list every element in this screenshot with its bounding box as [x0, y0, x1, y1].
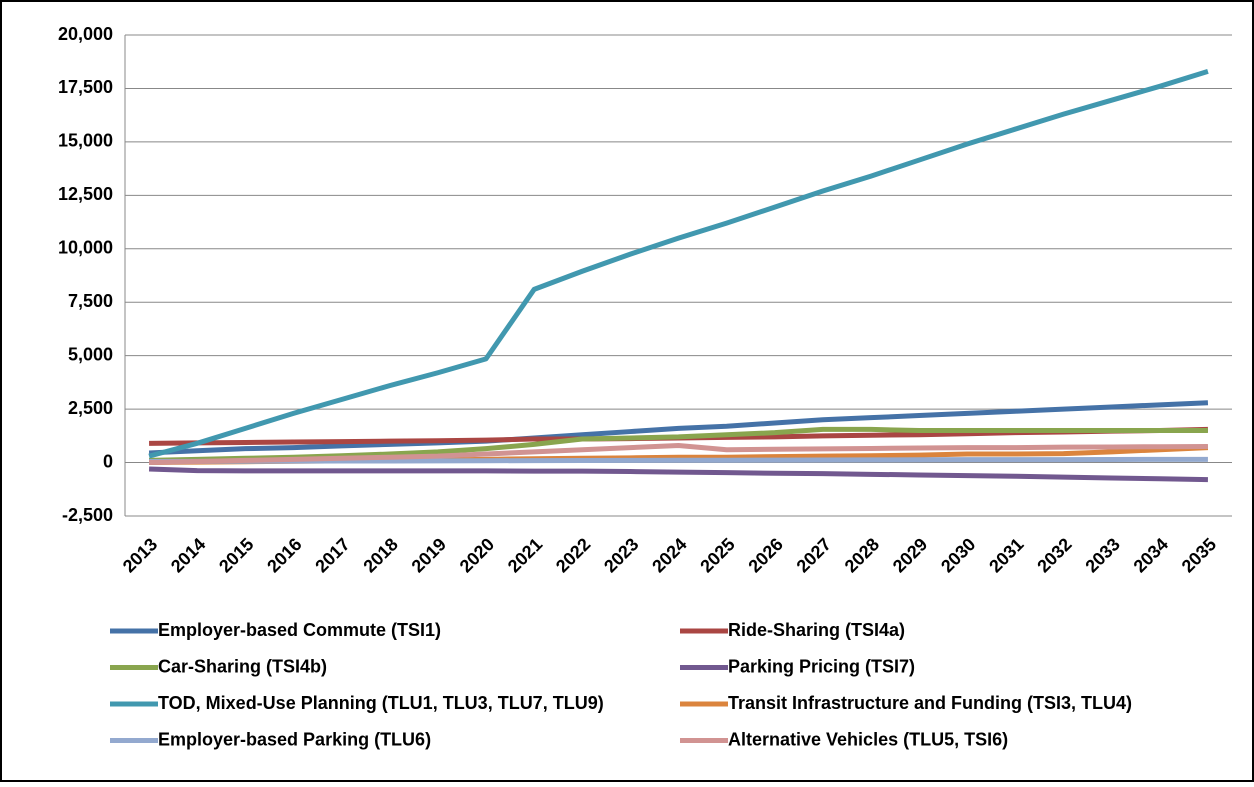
- legend-label: Employer-based Parking (TLU6): [158, 729, 431, 749]
- y-tick-label: 10,000: [58, 238, 113, 258]
- y-tick-label: 20,000: [58, 24, 113, 44]
- y-tick-label: 0: [103, 451, 113, 471]
- legend-label: Parking Pricing (TSI7): [728, 656, 915, 676]
- y-tick-label: 17,500: [58, 77, 113, 97]
- legend-label: Alternative Vehicles (TLU5, TSI6): [728, 729, 1008, 749]
- y-tick-label: 12,500: [58, 184, 113, 204]
- y-tick-label: -2,500: [62, 505, 113, 525]
- legend-label: Car-Sharing (TSI4b): [158, 656, 327, 676]
- legend-label: TOD, Mixed-Use Planning (TLU1, TLU3, TLU…: [158, 693, 604, 713]
- y-tick-label: 7,500: [68, 291, 113, 311]
- series-line: [148, 400, 1209, 456]
- legend-label: Employer-based Commute (TSI1): [158, 620, 441, 640]
- legend-label: Transit Infrastructure and Funding (TSI3…: [728, 693, 1132, 713]
- y-tick-label: 15,000: [58, 131, 113, 151]
- series-line: [149, 442, 1208, 466]
- series-line: [148, 68, 1209, 459]
- series-line: [148, 466, 1208, 483]
- y-tick-label: 2,500: [68, 398, 113, 418]
- legend-label: Ride-Sharing (TSI4a): [728, 620, 905, 640]
- y-tick-label: 5,000: [68, 344, 113, 364]
